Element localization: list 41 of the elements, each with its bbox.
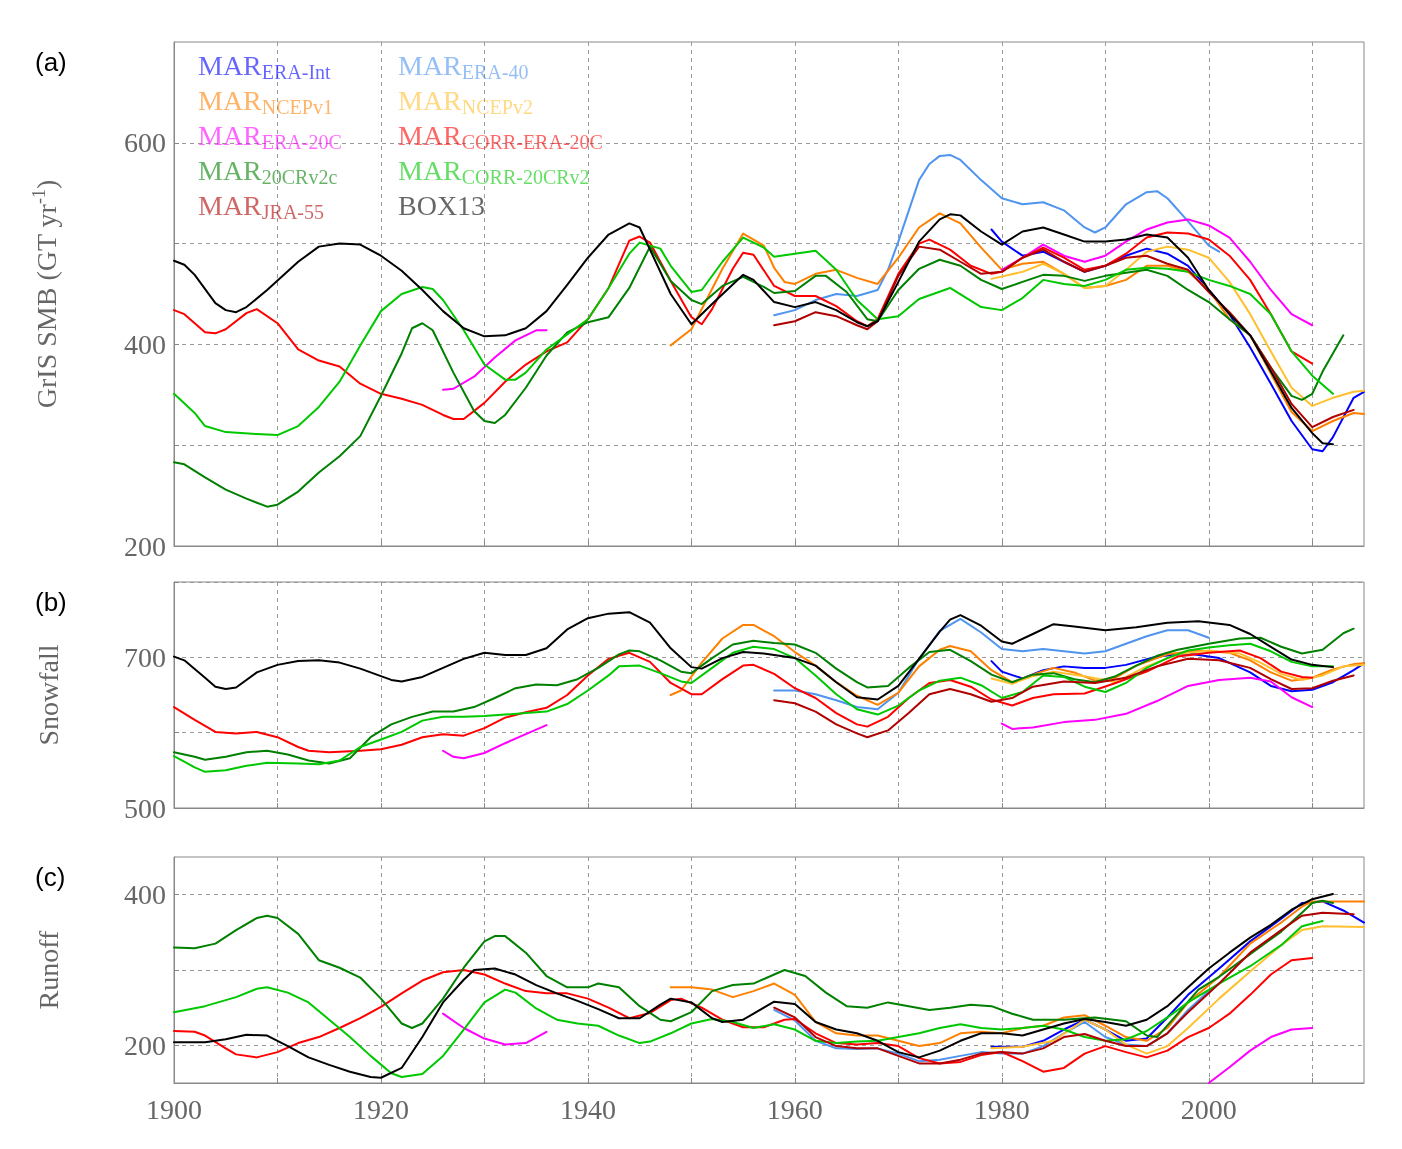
line-series: [173, 245, 1345, 508]
x-tick-label: 1920: [352, 1093, 409, 1125]
line-series: [669, 212, 1365, 433]
line-series: [173, 642, 1334, 773]
line-series: [990, 649, 1365, 685]
line-series: [990, 925, 1365, 1055]
y-tick-label: 600: [124, 127, 166, 159]
chart-title: (b): [35, 587, 67, 617]
line-series: [773, 153, 1221, 317]
y-axis-title: Snowfall: [32, 644, 64, 746]
y-axis-title: GrIS SMB (GT yr-1): [29, 179, 62, 409]
line-series: [173, 611, 1334, 701]
chart-title: (a): [35, 47, 67, 77]
line-series: [173, 649, 1314, 754]
line-series: [773, 245, 1355, 429]
y-tick-label: 200: [124, 1029, 166, 1061]
line-series: [669, 623, 1365, 706]
line-series: [173, 920, 1324, 1078]
x-tick-label: 1980: [973, 1093, 1030, 1125]
y-axis-title: Runoff: [32, 929, 64, 1010]
chart-title: (c): [35, 862, 66, 892]
line-series: [669, 900, 1365, 1048]
x-tick-label: 2000: [1180, 1093, 1237, 1125]
y-tick-label: 400: [124, 328, 166, 360]
series-label: BOX13: [398, 189, 486, 221]
line-series: [173, 892, 1334, 1079]
x-tick-label: 1940: [559, 1093, 616, 1125]
x-tick-label: 1900: [146, 1093, 202, 1125]
line-series: [990, 245, 1365, 407]
line-series: [773, 657, 1355, 739]
line-series: [173, 899, 1334, 1039]
line-series: [990, 652, 1365, 693]
line-series: [773, 911, 1355, 1065]
line-series: [173, 956, 1314, 1073]
line-series: [773, 617, 1210, 711]
x-tick-label: 1960: [766, 1093, 823, 1125]
y-tick-label: 500: [124, 792, 166, 824]
y-tick-label: 700: [124, 641, 166, 673]
line-series: [173, 627, 1355, 765]
y-tick-label: 200: [124, 530, 166, 562]
y-tick-label: 400: [124, 879, 166, 911]
